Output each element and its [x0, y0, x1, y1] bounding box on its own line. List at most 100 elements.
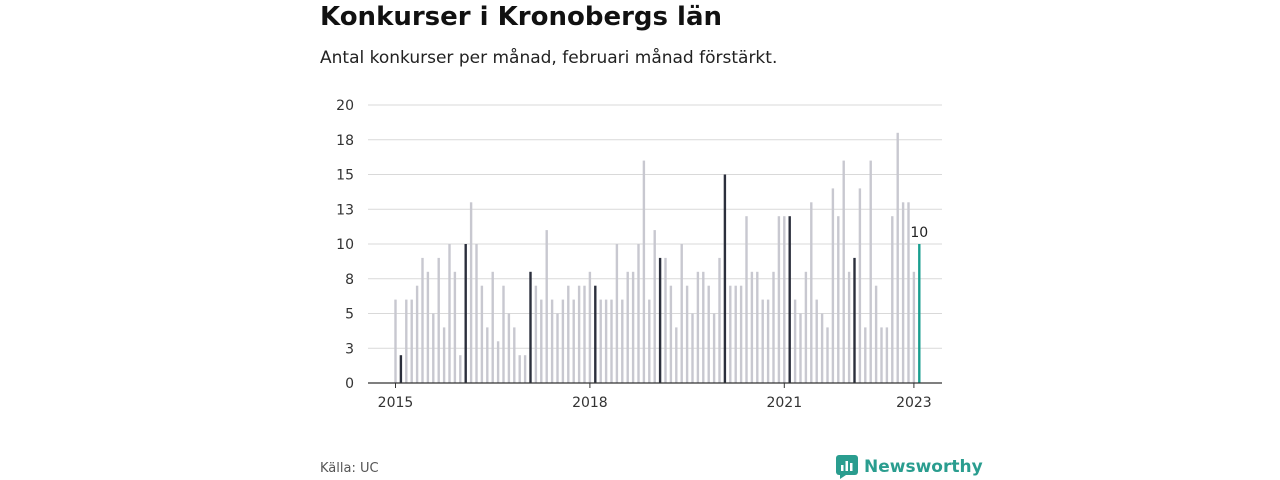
- latest-value-label: 10: [910, 225, 928, 241]
- bar: [529, 271, 532, 383]
- bar: [637, 244, 640, 383]
- brand-name: Newsworthy: [864, 457, 983, 477]
- bar: [534, 285, 538, 383]
- bar: [621, 299, 624, 383]
- chart-title: Konkurser i Kronobergs län: [320, 2, 723, 32]
- bar: [804, 271, 808, 383]
- y-tick-label: 13: [336, 202, 354, 218]
- bar: [507, 313, 511, 383]
- bar: [907, 202, 910, 383]
- bar: [729, 285, 732, 383]
- bar: [486, 327, 489, 383]
- bar: [437, 257, 440, 383]
- bar: [432, 313, 435, 383]
- bar: [448, 244, 451, 383]
- bar: [410, 299, 413, 383]
- bar: [793, 299, 797, 383]
- bar: [442, 327, 446, 383]
- y-tick-label: 0: [345, 376, 354, 392]
- bar: [864, 327, 867, 383]
- bar: [464, 244, 467, 383]
- bar: [799, 313, 802, 383]
- bar: [745, 216, 748, 383]
- bar: [653, 230, 656, 383]
- x-tick-label: 2015: [378, 395, 414, 411]
- bar: [604, 299, 608, 383]
- bar: [777, 216, 781, 383]
- bar: [415, 285, 419, 383]
- bar: [885, 327, 889, 383]
- bar: [842, 160, 845, 383]
- x-tick-label: 2018: [572, 395, 608, 411]
- bar: [469, 202, 473, 383]
- bar: [712, 313, 716, 383]
- bar: [540, 299, 543, 383]
- chart-subtitle: Antal konkurser per månad, februari måna…: [320, 48, 778, 68]
- bar: [572, 299, 575, 383]
- y-tick-label: 5: [345, 307, 354, 323]
- x-tick-label: 2023: [896, 395, 932, 411]
- bar: [475, 244, 478, 383]
- y-tick-label: 18: [336, 133, 354, 149]
- bar: [594, 285, 597, 383]
- y-tick-label: 8: [345, 272, 354, 288]
- bar: [631, 271, 635, 383]
- bar: [405, 299, 408, 383]
- source-note: Källa: UC: [320, 461, 379, 476]
- bar: [847, 271, 851, 383]
- y-tick-label: 3: [345, 341, 354, 357]
- bar: [734, 285, 737, 383]
- bar: [502, 285, 505, 383]
- y-tick-label: 10: [336, 237, 354, 253]
- bar: [453, 271, 457, 383]
- bar: [901, 202, 905, 383]
- bar: [399, 355, 403, 383]
- bar: [599, 299, 602, 383]
- x-tick-label: 2021: [766, 395, 802, 411]
- bar: [545, 230, 548, 383]
- bar: [648, 299, 651, 383]
- bar: [702, 271, 705, 383]
- bar: [523, 355, 527, 383]
- brand-logo: Newsworthy: [836, 455, 983, 479]
- bar: [815, 299, 818, 383]
- bar: [561, 299, 565, 383]
- bar: [610, 299, 613, 383]
- bar: [426, 271, 430, 383]
- bar: [615, 244, 619, 383]
- bar: [918, 244, 921, 383]
- bar: [658, 257, 662, 383]
- bar: [761, 299, 764, 383]
- bar: [891, 216, 894, 383]
- y-tick-label: 20: [336, 98, 354, 114]
- bar: [853, 257, 856, 383]
- bar: [772, 271, 775, 383]
- bar: [680, 244, 683, 383]
- bar: [664, 257, 667, 383]
- bar: [707, 285, 710, 383]
- bar: [642, 160, 646, 383]
- bar: [459, 355, 462, 383]
- bar: [820, 313, 824, 383]
- bar: [837, 216, 840, 383]
- bar: [685, 285, 689, 383]
- bar: [394, 299, 397, 383]
- bar: [491, 271, 494, 383]
- bar: [788, 216, 791, 383]
- bar: [756, 271, 759, 383]
- bar: [556, 313, 559, 383]
- bar: [783, 216, 786, 383]
- bar: [669, 285, 673, 383]
- bar: [766, 299, 770, 383]
- bar: [518, 355, 521, 383]
- bar: [869, 160, 872, 383]
- bar: [880, 327, 883, 383]
- bar: [750, 271, 754, 383]
- newsworthy-logo-icon: [836, 455, 858, 479]
- bar: [577, 285, 581, 383]
- y-tick-label: 15: [336, 168, 354, 184]
- bar: [810, 202, 813, 383]
- bar: [588, 271, 592, 383]
- bar: [826, 327, 829, 383]
